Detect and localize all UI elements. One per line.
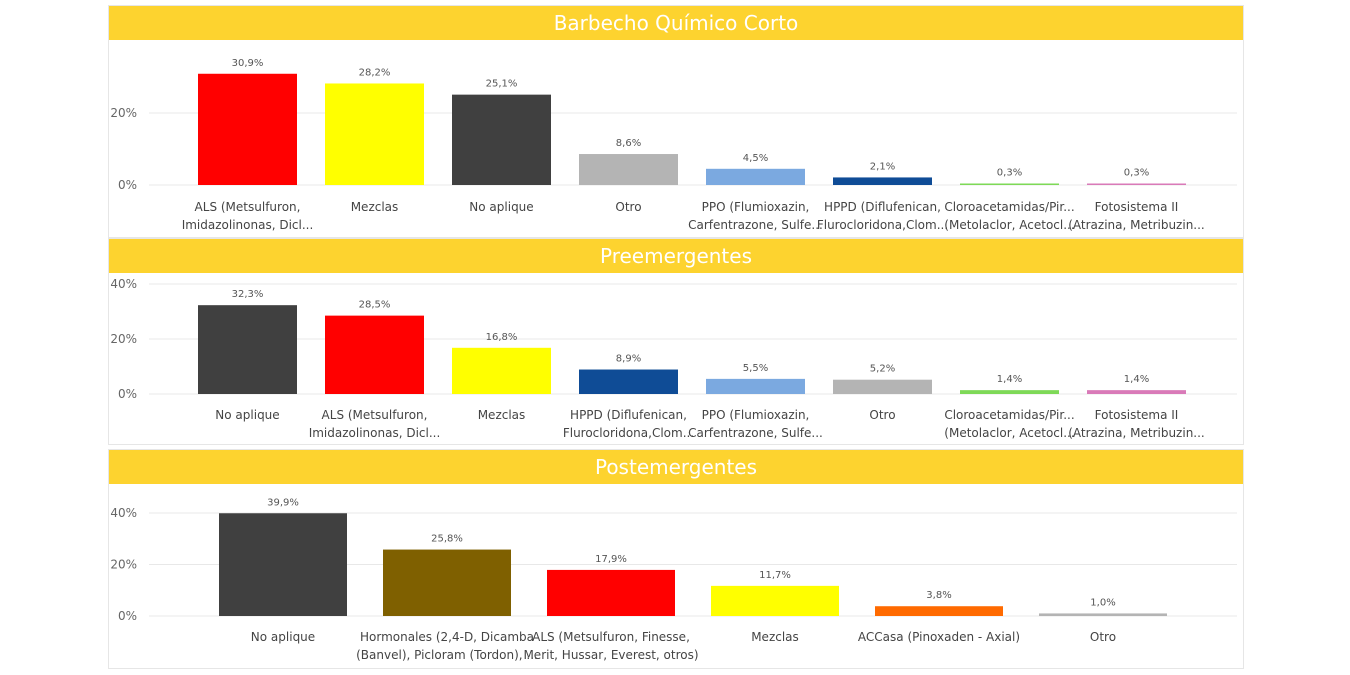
- data-label: 1,4%: [1124, 374, 1149, 385]
- category-label: Merit, Hussar, Everest, otros): [523, 648, 698, 662]
- bar: [1087, 390, 1186, 394]
- bar: [325, 83, 424, 185]
- y-tick-label: 0%: [118, 178, 137, 192]
- data-label: 25,8%: [431, 534, 463, 545]
- bar: [960, 390, 1059, 394]
- bar: [383, 549, 511, 616]
- bar: [706, 378, 805, 394]
- category-label: (Atrazina, Metribuzin...: [1068, 426, 1205, 440]
- category-label: (Metolaclor, Acetocl...: [944, 218, 1074, 232]
- category-label: ALS (Metsulfuron, Finesse,: [532, 630, 690, 644]
- category-label: Hormonales (2,4-D, Dicamba: [360, 630, 534, 644]
- bar: [706, 168, 805, 185]
- y-tick-label: 0%: [118, 387, 137, 401]
- category-label: PPO (Flumioxazin,: [702, 408, 810, 422]
- category-label: Mezclas: [351, 200, 399, 214]
- data-label: 28,2%: [359, 67, 391, 78]
- bar: [452, 347, 551, 394]
- panel-barbecho: Barbecho Químico Corto 0% 20% 30,9% ALS (Me…: [108, 5, 1244, 238]
- chart-title: Preemergentes: [109, 239, 1243, 273]
- category-label: Mezclas: [478, 408, 526, 422]
- y-tick-label: 40%: [110, 506, 137, 520]
- y-tick-label: 0%: [118, 609, 137, 623]
- data-label: 8,9%: [616, 354, 641, 365]
- category-label: ACCasa (Pinoxaden - Axial): [858, 630, 1020, 644]
- panel-postemergentes: Postemergentes 0% 20% 40% 39,9% No aplique 25…: [108, 449, 1244, 669]
- category-label: Fotosistema II: [1095, 200, 1179, 214]
- category-label: (Banvel), Picloram (Tordon), ...: [356, 648, 538, 662]
- data-label: 5,5%: [743, 363, 768, 374]
- data-label: 1,4%: [997, 374, 1022, 385]
- panel-preemergentes: Preemergentes 0% 20% 40% 32,3% No aplique 28,…: [108, 238, 1244, 445]
- category-label: Otro: [869, 408, 895, 422]
- chart-title: Barbecho Químico Corto: [109, 6, 1243, 40]
- data-label: 39,9%: [267, 497, 299, 508]
- category-label: No aplique: [469, 200, 533, 214]
- category-label: HPPD (Diflufenican,: [824, 200, 941, 214]
- bar: [198, 73, 297, 185]
- bar: [1039, 613, 1167, 616]
- bar: [960, 183, 1059, 185]
- data-label: 5,2%: [870, 364, 895, 375]
- category-label: ALS (Metsulfuron,: [322, 408, 428, 422]
- data-label: 2,1%: [870, 161, 895, 172]
- bar: [219, 513, 347, 616]
- bar: [579, 369, 678, 394]
- category-label: Otro: [1090, 630, 1116, 644]
- data-label: 0,3%: [1124, 168, 1149, 179]
- bar: [833, 177, 932, 185]
- y-tick-label: 20%: [110, 332, 137, 346]
- bar: [833, 379, 932, 394]
- category-label: Otro: [615, 200, 641, 214]
- data-label: 28,5%: [359, 300, 391, 311]
- bar: [579, 154, 678, 185]
- y-tick-label: 40%: [110, 277, 137, 291]
- category-label: (Metolaclor, Acetocl...: [944, 426, 1074, 440]
- chart-postemergentes: 0% 20% 40% 39,9% No aplique 25,8% Hormonales (…: [110, 497, 1237, 662]
- category-label: Mezclas: [751, 630, 799, 644]
- bar: [198, 305, 297, 394]
- data-label: 4,5%: [743, 153, 768, 164]
- category-label: Flurocloridona,Clom...: [563, 426, 694, 440]
- category-label: Cloroacetamidas/Pir...: [944, 408, 1074, 422]
- data-label: 8,6%: [616, 138, 641, 149]
- data-label: 30,9%: [232, 58, 264, 69]
- category-label: Carfentrazone, Sulfe...: [688, 218, 823, 232]
- chart-title: Postemergentes: [109, 450, 1243, 484]
- category-label: No aplique: [251, 630, 315, 644]
- data-label: 17,9%: [595, 554, 627, 565]
- category-label: Imidazolinonas, Dicl...: [309, 426, 441, 440]
- category-label: Flurocloridona,Clom...: [817, 218, 948, 232]
- category-label: No aplique: [215, 408, 279, 422]
- data-label: 16,8%: [486, 332, 518, 343]
- data-label: 11,7%: [759, 570, 791, 581]
- category-label: (Atrazina, Metribuzin...: [1068, 218, 1205, 232]
- chart-barbecho: 0% 20% 30,9% ALS (Metsulfuron, Imidazolinona…: [110, 58, 1237, 232]
- y-tick-label: 20%: [110, 558, 137, 572]
- category-label: Imidazolinonas, Dicl...: [182, 218, 314, 232]
- data-label: 1,0%: [1090, 597, 1115, 608]
- bar: [1087, 183, 1186, 185]
- category-label: HPPD (Diflufenican,: [570, 408, 687, 422]
- data-label: 32,3%: [232, 289, 264, 300]
- category-label: Cloroacetamidas/Pir...: [944, 200, 1074, 214]
- data-label: 3,8%: [926, 590, 951, 601]
- category-label: ALS (Metsulfuron,: [195, 200, 301, 214]
- bar: [875, 606, 1003, 616]
- bar: [452, 94, 551, 185]
- category-label: PPO (Flumioxazin,: [702, 200, 810, 214]
- category-label: Fotosistema II: [1095, 408, 1179, 422]
- data-label: 25,1%: [486, 79, 518, 90]
- bar: [547, 569, 675, 616]
- chart-preemergentes: 0% 20% 40% 32,3% No aplique 28,5% ALS (Metsulf…: [110, 277, 1237, 440]
- y-tick-label: 20%: [110, 106, 137, 120]
- bar: [711, 585, 839, 616]
- category-label: Carfentrazone, Sulfe...: [688, 426, 823, 440]
- bar: [325, 315, 424, 394]
- data-label: 0,3%: [997, 168, 1022, 179]
